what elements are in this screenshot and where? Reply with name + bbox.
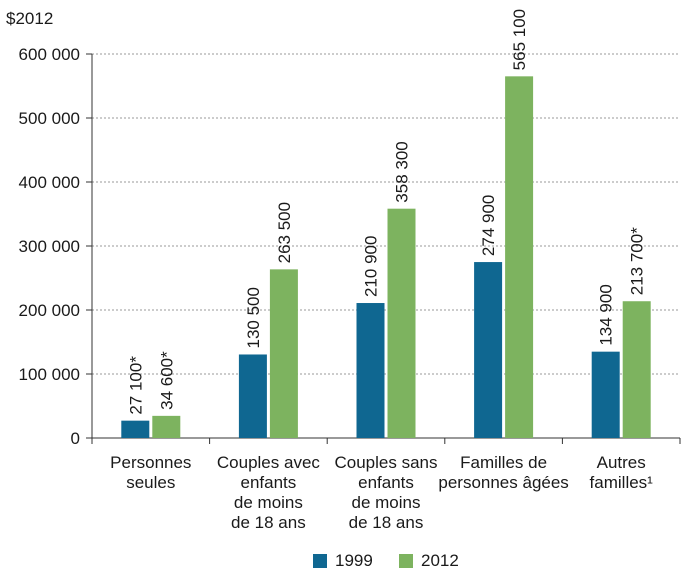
bar-value-label: 27 100*	[126, 356, 145, 415]
legend-swatch-1999	[313, 554, 327, 568]
category-label: Couples sans enfants de moins de 18 ans	[334, 453, 437, 532]
bar-value-label: 358 300	[393, 141, 412, 202]
bar-value-label: 210 900	[362, 236, 381, 297]
bar-1999-3	[474, 262, 503, 438]
y-tick-label: 200 000	[19, 301, 80, 320]
bar-value-label: 263 500	[275, 202, 294, 263]
bar-1999-2	[356, 303, 385, 438]
y-axis-unit-label: $2012	[6, 9, 53, 28]
category-label: Couples avec enfants de moins de 18 ans	[217, 453, 321, 532]
category-label: Personnes seules	[110, 453, 191, 492]
y-tick-label: 500 000	[19, 109, 80, 128]
y-tick-label: 100 000	[19, 365, 80, 384]
bar-2012-3	[505, 76, 534, 438]
legend-label: 1999	[335, 551, 373, 570]
bar-value-label: 213 700*	[628, 227, 647, 295]
bar-value-label: 274 900	[479, 195, 498, 256]
legend: 1999 2012	[313, 551, 459, 570]
category-label: Autres familles¹	[590, 453, 654, 492]
bar-1999-4	[591, 351, 620, 438]
legend-swatch-2012	[399, 554, 413, 568]
category-labels: Personnes seules Couples avec enfants de moi…	[110, 453, 653, 532]
gridlines	[92, 53, 680, 375]
data-labels: 27 100* 34 600* 130 500 263 500 210 900 358 3…	[126, 9, 646, 415]
bar-2012-2	[387, 208, 416, 438]
y-tick-label: 400 000	[19, 173, 80, 192]
axes: 0 100 000 200 000 300 000 400 000 500 000 600 …	[19, 45, 681, 448]
legend-label: 2012	[421, 551, 459, 570]
bars	[121, 76, 651, 438]
bar-value-label: 134 900	[597, 284, 616, 345]
y-tick-label: 600 000	[19, 45, 80, 64]
bar-2012-1	[269, 269, 298, 438]
bar-value-label: 34 600*	[157, 351, 176, 410]
category-label: Familles de personnes âgées	[438, 453, 568, 492]
y-tick-label: 300 000	[19, 237, 80, 256]
bar-value-label: 565 100	[510, 9, 529, 70]
bar-2012-0	[152, 415, 181, 438]
bar-value-label: 130 500	[244, 287, 263, 348]
bar-1999-1	[238, 354, 267, 438]
bar-1999-0	[121, 420, 150, 438]
y-tick-label: 0	[71, 429, 80, 448]
bar-2012-4	[622, 301, 651, 438]
